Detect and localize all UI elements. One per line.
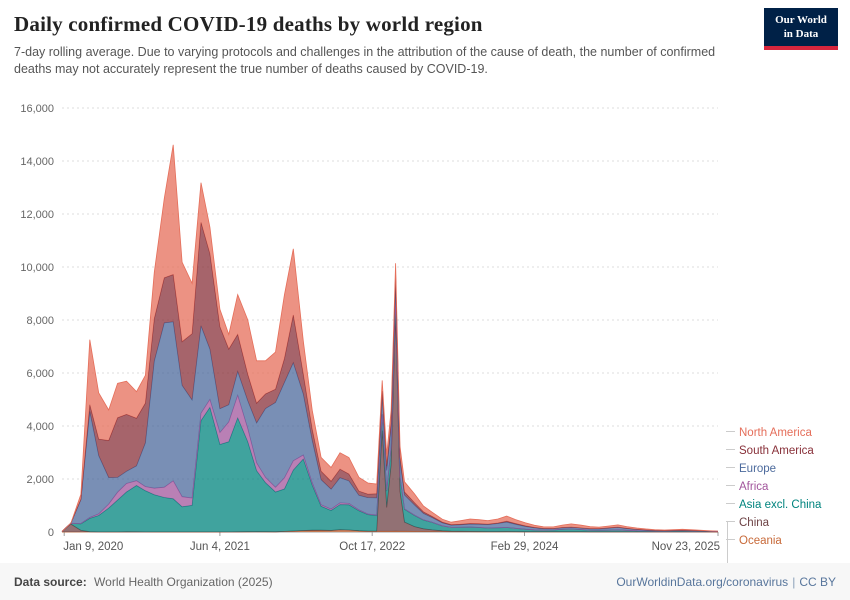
y-tick-label: 16,000 <box>20 103 54 115</box>
legend-item-china[interactable]: China <box>737 514 821 532</box>
legend-item-south-america[interactable]: South America <box>737 442 821 460</box>
data-source-label: Data source: <box>14 574 87 589</box>
y-tick-label: 8,000 <box>26 315 54 327</box>
x-tick-label: Nov 23, 2025 <box>652 541 720 553</box>
owid-url-link[interactable]: OurWorldinData.org/coronavirus <box>616 574 789 589</box>
owid-logo-line1: Our World <box>775 14 827 26</box>
chart-header: Daily confirmed COVID-19 deaths by world… <box>0 0 850 79</box>
area-china[interactable] <box>62 313 718 532</box>
chart-title: Daily confirmed COVID-19 deaths by world… <box>14 12 483 36</box>
area-europe[interactable] <box>62 278 718 532</box>
chart-footer: Data source: World Health Organization (… <box>0 563 850 600</box>
y-tick-label: 14,000 <box>20 156 54 168</box>
data-source-value[interactable]: World Health Organization (2025) <box>94 574 273 589</box>
x-tick-label: Jan 9, 2020 <box>63 541 123 553</box>
data-source: Data source: World Health Organization (… <box>14 575 273 589</box>
legend-item-europe[interactable]: Europe <box>737 460 821 478</box>
legend-item-north-america[interactable]: North America <box>737 424 821 442</box>
stacked-area-chart[interactable]: 0 2,000 4,000 6,000 8,000 10,000 12,000 14,000 1… <box>0 90 850 560</box>
legend-item-africa[interactable]: Africa <box>737 478 821 496</box>
y-tick-label: 4,000 <box>26 421 54 433</box>
owid-logo-line2: in Data <box>783 28 819 41</box>
y-tick-label: 12,000 <box>20 209 54 221</box>
x-tick-label: Feb 29, 2024 <box>491 541 559 553</box>
area-south-america[interactable] <box>62 222 718 532</box>
y-tick-label: 6,000 <box>26 368 54 380</box>
license-link[interactable]: CC BY <box>799 574 836 589</box>
footer-separator: | <box>792 574 796 589</box>
owid-logo[interactable]: Our World in Data <box>764 8 838 50</box>
chart-subtitle: 7-day rolling average. Due to varying pr… <box>14 45 716 77</box>
legend-connector-line <box>727 522 728 600</box>
chart-legend: North America South America Europe Africa As… <box>737 424 821 550</box>
legend-item-asia-excl-china[interactable]: Asia excl. China <box>737 496 821 514</box>
x-tick-label: Jun 4, 2021 <box>190 541 250 553</box>
y-tick-label: 10,000 <box>20 262 54 274</box>
x-tick-label: Oct 17, 2022 <box>339 541 405 553</box>
footer-links: OurWorldinData.org/coronavirus | CC BY <box>616 575 836 589</box>
y-tick-label: 0 <box>48 527 54 539</box>
area-edge-north-america <box>61 144 719 532</box>
y-tick-label: 2,000 <box>26 474 54 486</box>
legend-item-oceania[interactable]: Oceania <box>737 532 821 550</box>
area-asia-excl-china[interactable] <box>62 297 718 532</box>
